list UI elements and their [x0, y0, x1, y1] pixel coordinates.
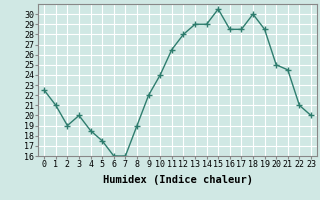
X-axis label: Humidex (Indice chaleur): Humidex (Indice chaleur) — [103, 175, 252, 185]
